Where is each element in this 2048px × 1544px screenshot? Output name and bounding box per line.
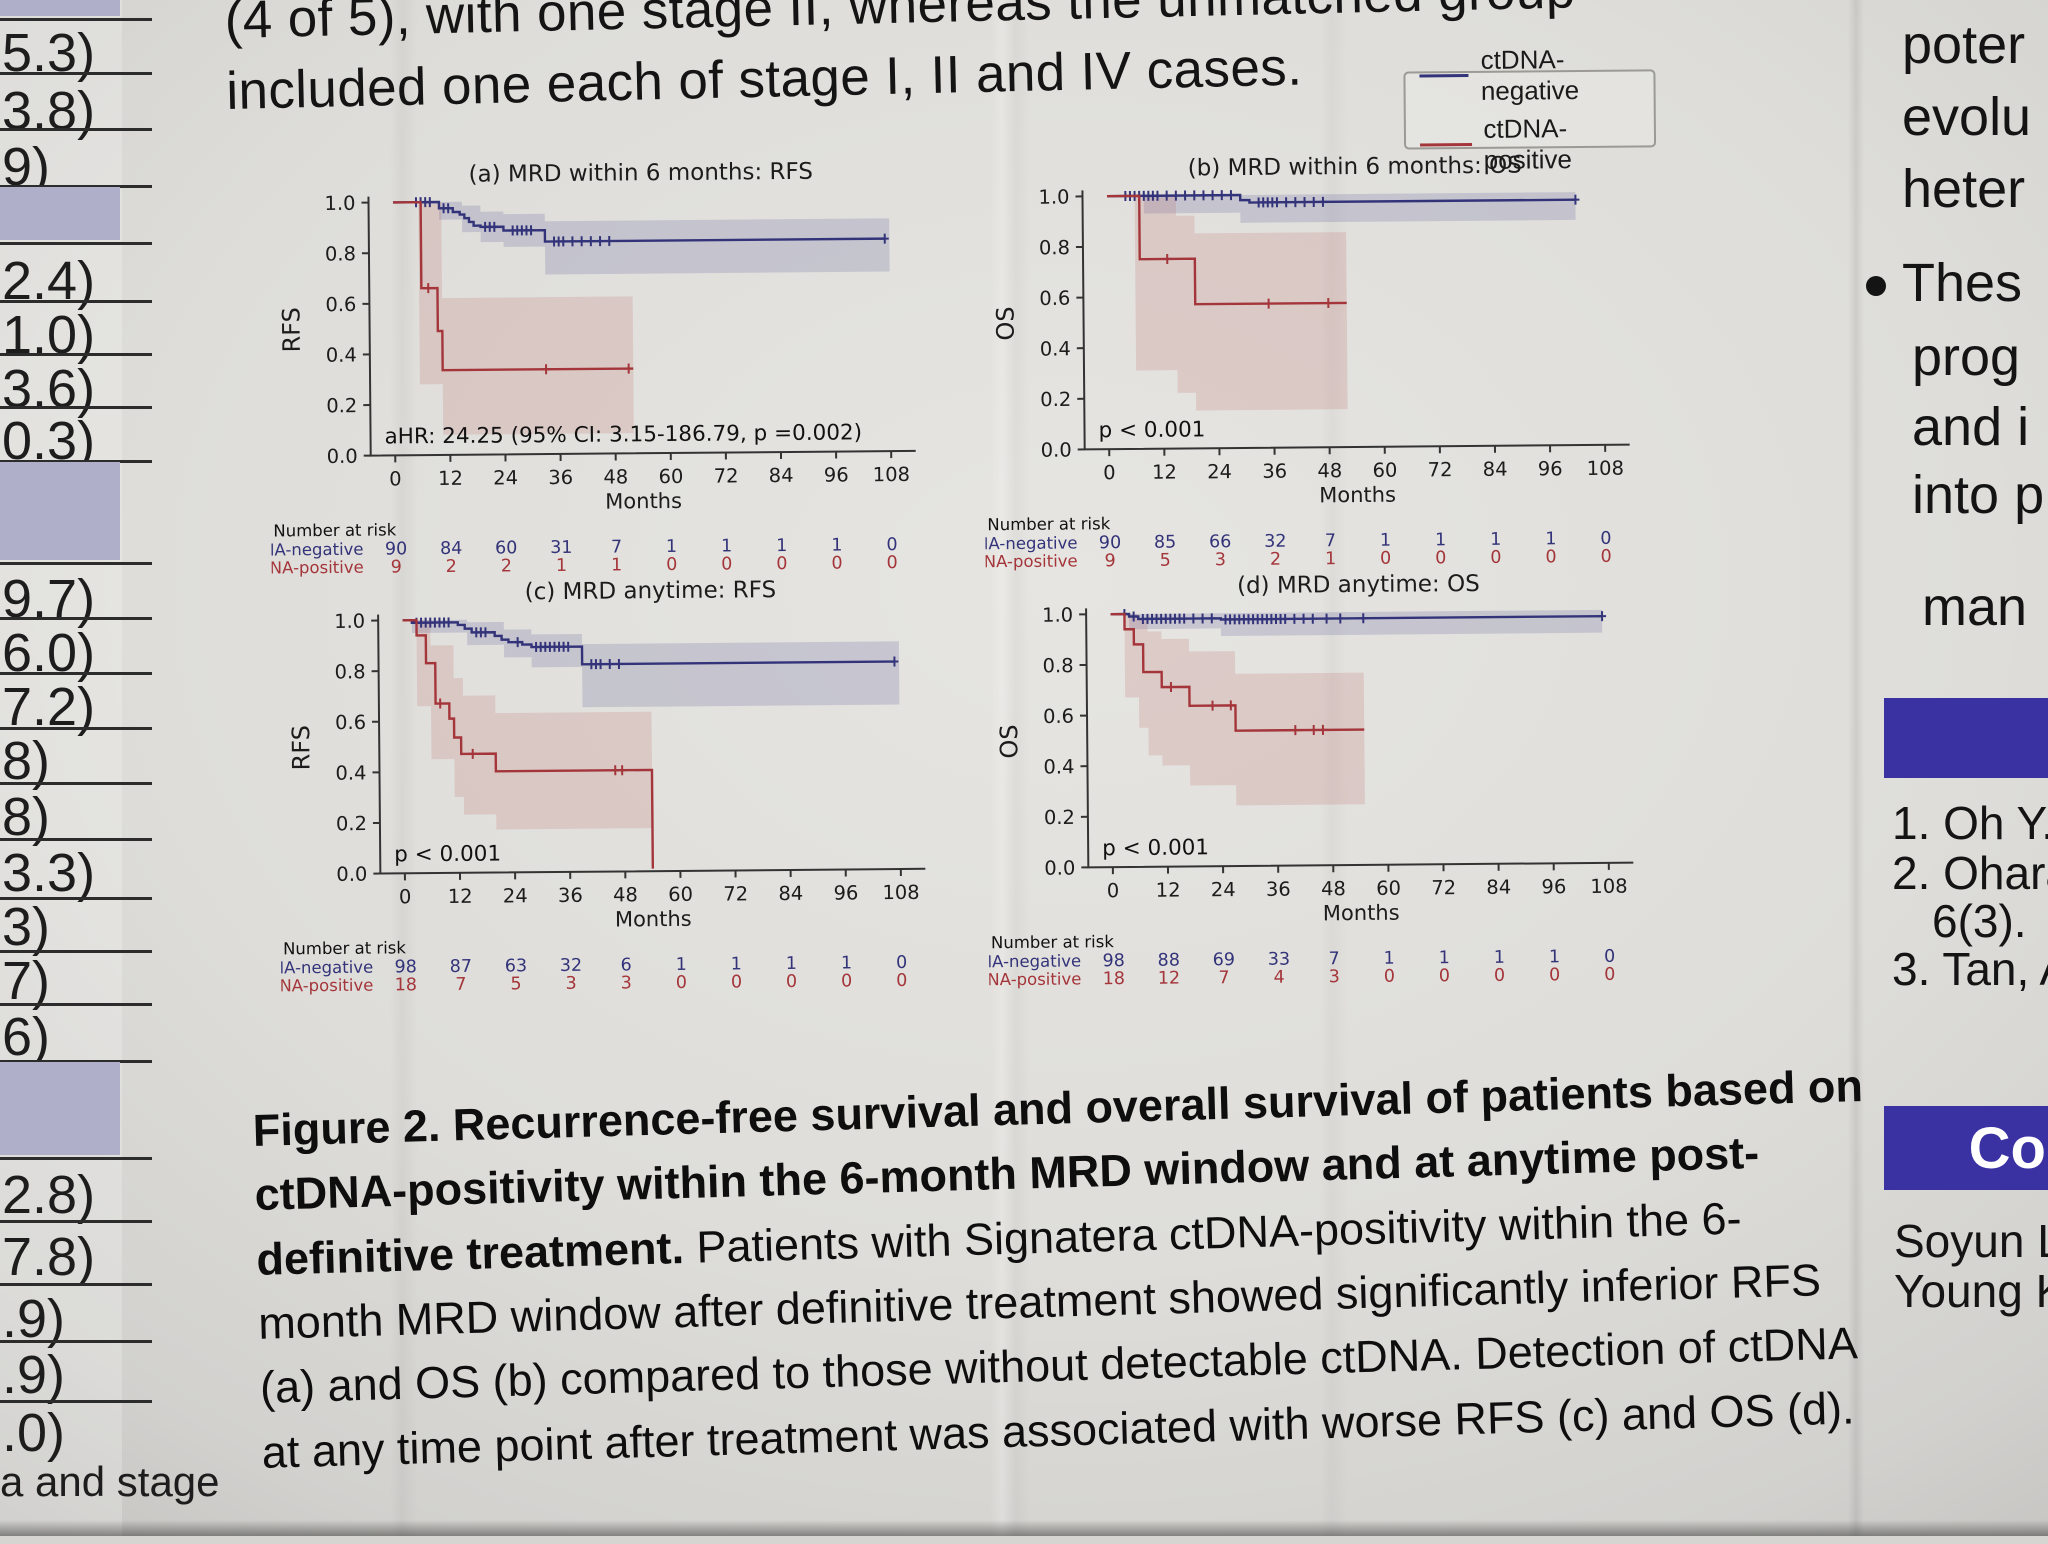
right-text-fragment: and i <box>1912 396 2029 458</box>
right-text-fragment: 1. Oh Y. <box>1892 796 2048 850</box>
right-text-fragment: man <box>1922 576 2027 638</box>
section-header-bar: Co <box>1884 1106 2048 1190</box>
poster-bottom-edge <box>0 1520 2048 1536</box>
right-text-fragment: prog <box>1912 326 2020 388</box>
right-text-fragment: 6(3). <box>1932 894 2027 948</box>
right-text-fragment: evolu <box>1902 86 2031 148</box>
right-text-fragment: Thes <box>1902 252 2022 314</box>
section-header-bar <box>1884 698 2048 778</box>
right-text-fragment: into p <box>1912 464 2044 526</box>
section-header-text-fragment: Co <box>1969 1115 2048 1182</box>
bullet-dot <box>1866 276 1886 296</box>
right-text-fragment: Soyun L <box>1894 1214 2048 1268</box>
right-text-fragment: poter <box>1902 14 2025 76</box>
right-text-fragment: Young K <box>1894 1264 2048 1318</box>
right-text-fragment: heter <box>1902 158 2025 220</box>
right-text-fragment: 3. Tan, A <box>1892 942 2048 996</box>
right-text-fragment: 2. Ohara <box>1892 846 2048 900</box>
